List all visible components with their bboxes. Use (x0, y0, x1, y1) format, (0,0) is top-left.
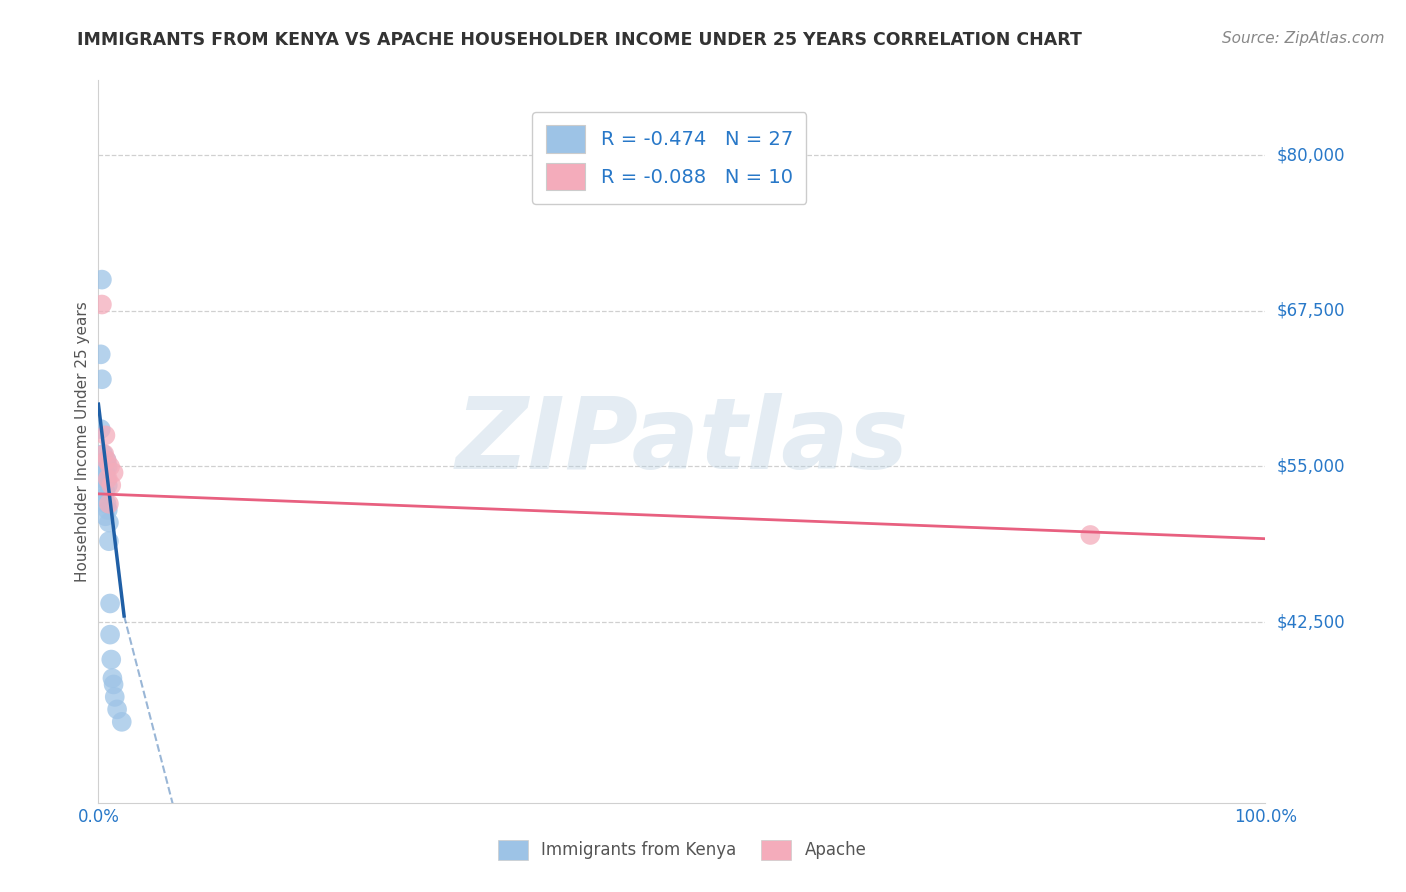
Point (97, 516, 120, 530)
Point (96, 453, 118, 467)
Point (97, 534, 120, 549)
Point (94, 428, 117, 442)
Text: $80,000: $80,000 (1277, 146, 1346, 164)
Text: $67,500: $67,500 (1277, 301, 1346, 319)
Point (91, 472, 114, 486)
Text: $42,500: $42,500 (1277, 613, 1346, 632)
Point (96, 453, 118, 467)
Text: IMMIGRANTS FROM KENYA VS APACHE HOUSEHOLDER INCOME UNDER 25 YEARS CORRELATION CH: IMMIGRANTS FROM KENYA VS APACHE HOUSEHOL… (77, 31, 1083, 49)
Point (90, 422, 112, 436)
Point (97, 478, 120, 492)
Point (1080, 528, 1102, 542)
Point (93, 459, 115, 474)
Point (98, 597, 121, 611)
Point (103, 466, 125, 480)
Point (90, 372, 112, 386)
Point (100, 478, 122, 492)
Point (94, 466, 117, 480)
Legend: Immigrants from Kenya, Apache: Immigrants from Kenya, Apache (491, 833, 873, 867)
Point (97, 472, 120, 486)
Point (96, 497, 118, 511)
Point (101, 671, 124, 685)
Text: $55,000: $55,000 (1277, 458, 1346, 475)
Point (100, 652, 122, 666)
Text: ZIPatlas: ZIPatlas (456, 393, 908, 490)
Point (93, 447, 115, 461)
Text: Source: ZipAtlas.com: Source: ZipAtlas.com (1222, 31, 1385, 46)
Point (96, 472, 118, 486)
Point (98, 459, 121, 474)
Point (90, 297, 112, 311)
Point (90, 272, 112, 286)
Point (97, 503, 120, 517)
Point (94, 509, 117, 524)
Point (105, 702, 128, 716)
Point (90, 347, 112, 361)
Point (94, 484, 117, 499)
Point (91, 447, 114, 461)
Point (111, 714, 134, 729)
Point (97, 497, 120, 511)
Point (98, 627, 121, 641)
Y-axis label: Householder Income Under 25 years: Householder Income Under 25 years (75, 301, 90, 582)
Point (93, 491, 115, 505)
Point (103, 677, 125, 691)
Point (97, 459, 120, 474)
Point (104, 690, 127, 704)
